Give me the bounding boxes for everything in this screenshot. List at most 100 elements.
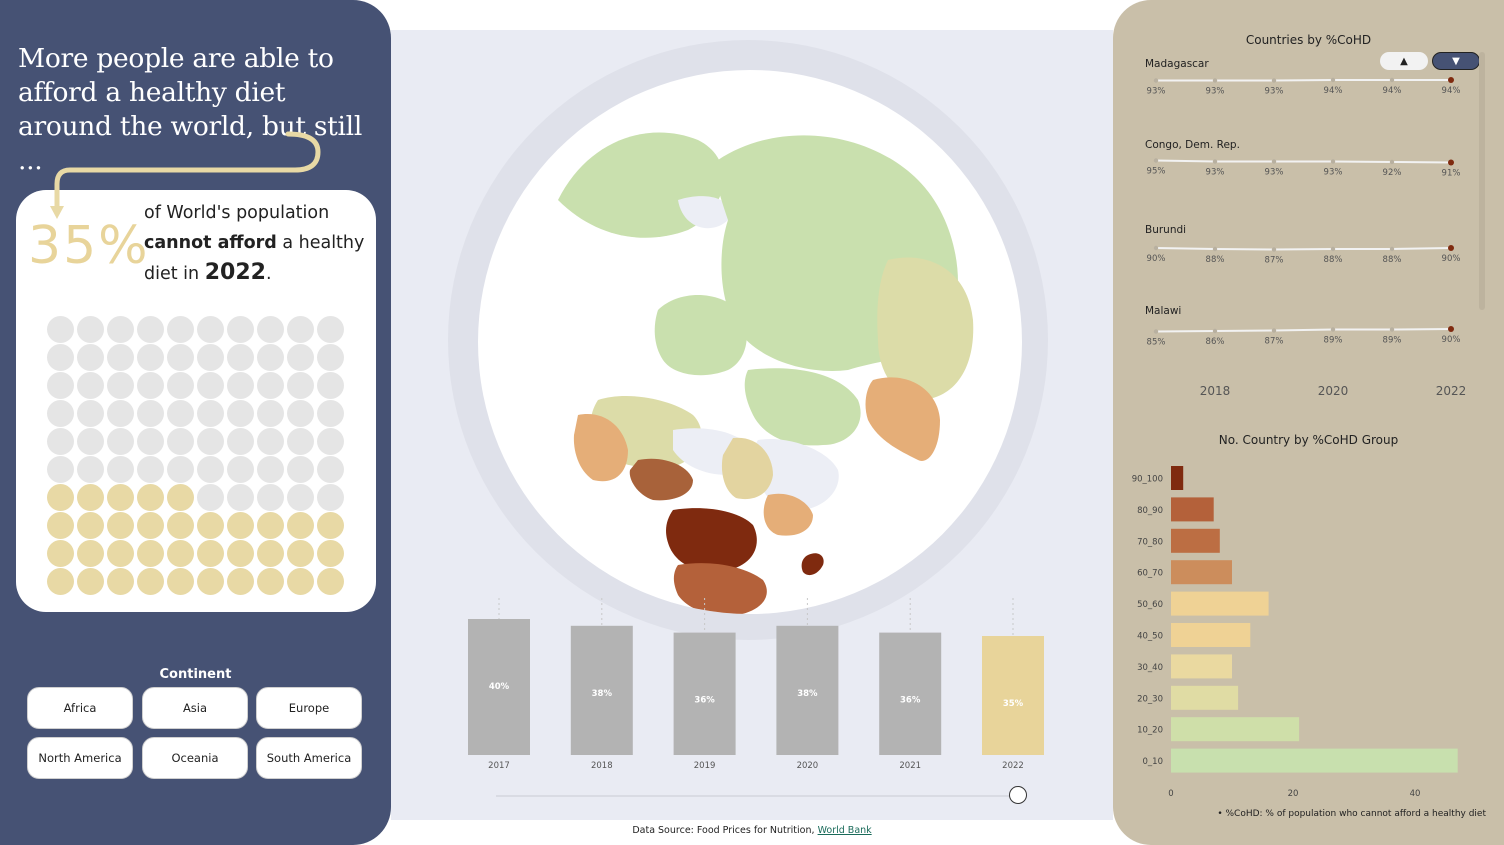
waffle-dot [77, 316, 104, 343]
group-bar[interactable] [1171, 466, 1184, 490]
trend-point-label: 89% [1324, 336, 1343, 346]
trend-point[interactable] [1330, 327, 1336, 332]
trend-point-label: 90% [1442, 254, 1461, 264]
trend-point[interactable] [1212, 159, 1218, 164]
continent-button-south-america[interactable]: South America [256, 737, 362, 779]
stat-text-bold: cannot afford [144, 233, 277, 253]
waffle-dot [257, 568, 284, 595]
group-bar[interactable] [1171, 748, 1458, 773]
waffle-dot [167, 372, 194, 399]
stat-text-end: . [265, 264, 272, 284]
trend-point-label: 95% [1147, 167, 1166, 177]
group-category-label: 10_20 [1137, 726, 1163, 736]
trend-point[interactable] [1271, 159, 1277, 164]
trend-point[interactable] [1389, 77, 1395, 83]
trend-point[interactable] [1448, 245, 1454, 251]
waffle-dot [77, 456, 104, 483]
trend-point[interactable] [1271, 247, 1277, 252]
trend-x-tick: 2022 [1436, 384, 1467, 398]
group-category-label: 20_30 [1137, 694, 1163, 704]
sort-ascending-button[interactable]: ▲ [1380, 52, 1428, 70]
trend-point[interactable] [1212, 78, 1218, 83]
world-map-globe[interactable] [478, 70, 1022, 614]
trend-point[interactable] [1389, 246, 1395, 252]
trend-point[interactable] [1389, 327, 1395, 332]
waffle-dot [287, 372, 314, 399]
trend-point-label: 87% [1265, 337, 1284, 347]
group-bar[interactable] [1171, 591, 1269, 616]
group-bar[interactable] [1171, 560, 1232, 585]
world-bank-link[interactable]: World Bank [817, 825, 872, 836]
trend-point[interactable] [1330, 246, 1336, 252]
waffle-dot [107, 428, 134, 455]
year-bar[interactable] [570, 625, 633, 755]
waffle-dot [287, 484, 314, 511]
trend-point-label: 93% [1206, 87, 1225, 97]
trend-point-label: 89% [1383, 336, 1402, 346]
waffle-dot [257, 372, 284, 399]
trend-point-label: 94% [1442, 86, 1461, 96]
trend-point[interactable] [1448, 77, 1454, 83]
connector-arrow [50, 131, 321, 219]
waffle-dot [77, 568, 104, 595]
trend-point-label: 87% [1265, 256, 1284, 266]
trend-point[interactable] [1389, 159, 1395, 165]
waffle-dot [287, 512, 314, 539]
group-x-tick: 40 [1410, 789, 1421, 799]
group-bar[interactable] [1171, 497, 1214, 522]
continent-button-asia[interactable]: Asia [142, 687, 248, 729]
waffle-dot [317, 372, 344, 399]
waffle-dot [47, 540, 74, 567]
group-bar[interactable] [1171, 685, 1239, 710]
year-slider-handle[interactable] [1009, 786, 1027, 804]
trend-point-label: 91% [1442, 169, 1461, 179]
waffle-dot [227, 484, 254, 511]
trend-point[interactable] [1448, 159, 1454, 166]
waffle-dot [257, 316, 284, 343]
trend-point[interactable] [1448, 326, 1454, 332]
year-bar[interactable] [982, 636, 1044, 755]
map-region-east-africa [721, 437, 773, 500]
trend-point[interactable] [1212, 246, 1218, 252]
stat-card: 35% of World's population cannot afford … [16, 190, 376, 612]
waffle-dot [107, 372, 134, 399]
continent-button-north-america[interactable]: North America [27, 737, 133, 779]
continent-button-europe[interactable]: Europe [256, 687, 362, 729]
waffle-dot [287, 344, 314, 371]
group-bar[interactable] [1171, 528, 1220, 553]
trend-chart-scrollbar[interactable] [1479, 52, 1485, 310]
year-slider-track[interactable] [496, 795, 1018, 797]
trend-point[interactable] [1153, 329, 1159, 334]
waffle-dot [47, 428, 74, 455]
trend-point[interactable] [1271, 78, 1277, 83]
continent-button-africa[interactable]: Africa [27, 687, 133, 729]
map-region-horn-africa [763, 493, 813, 536]
trend-point[interactable] [1153, 158, 1159, 163]
group-bar[interactable] [1171, 623, 1251, 647]
data-source-text: Data Source: Food Prices for Nutrition, [632, 825, 815, 836]
trend-point[interactable] [1330, 77, 1336, 83]
trend-point-label: 90% [1147, 254, 1166, 264]
group-category-label: 70_80 [1137, 537, 1163, 547]
year-bar[interactable] [879, 632, 942, 755]
waffle-dot [107, 540, 134, 567]
waffle-dot [137, 568, 164, 595]
group-bar[interactable] [1171, 717, 1300, 742]
trend-point[interactable] [1212, 328, 1218, 334]
waffle-dot [47, 568, 74, 595]
waffle-dot [167, 484, 194, 511]
trend-point[interactable] [1153, 245, 1159, 251]
trend-point[interactable] [1271, 328, 1277, 333]
continent-button-oceania[interactable]: Oceania [142, 737, 248, 779]
waffle-dot [227, 456, 254, 483]
trend-point[interactable] [1153, 78, 1159, 83]
trend-point-label: 86% [1206, 337, 1225, 347]
waffle-dot [197, 428, 224, 455]
trend-point-label: 88% [1324, 255, 1343, 265]
waffle-dot [257, 540, 284, 567]
trend-point[interactable] [1330, 159, 1336, 164]
year-bar[interactable] [468, 619, 530, 755]
year-bar[interactable] [776, 625, 839, 755]
year-bar[interactable] [673, 632, 736, 755]
group-bar[interactable] [1171, 654, 1232, 679]
